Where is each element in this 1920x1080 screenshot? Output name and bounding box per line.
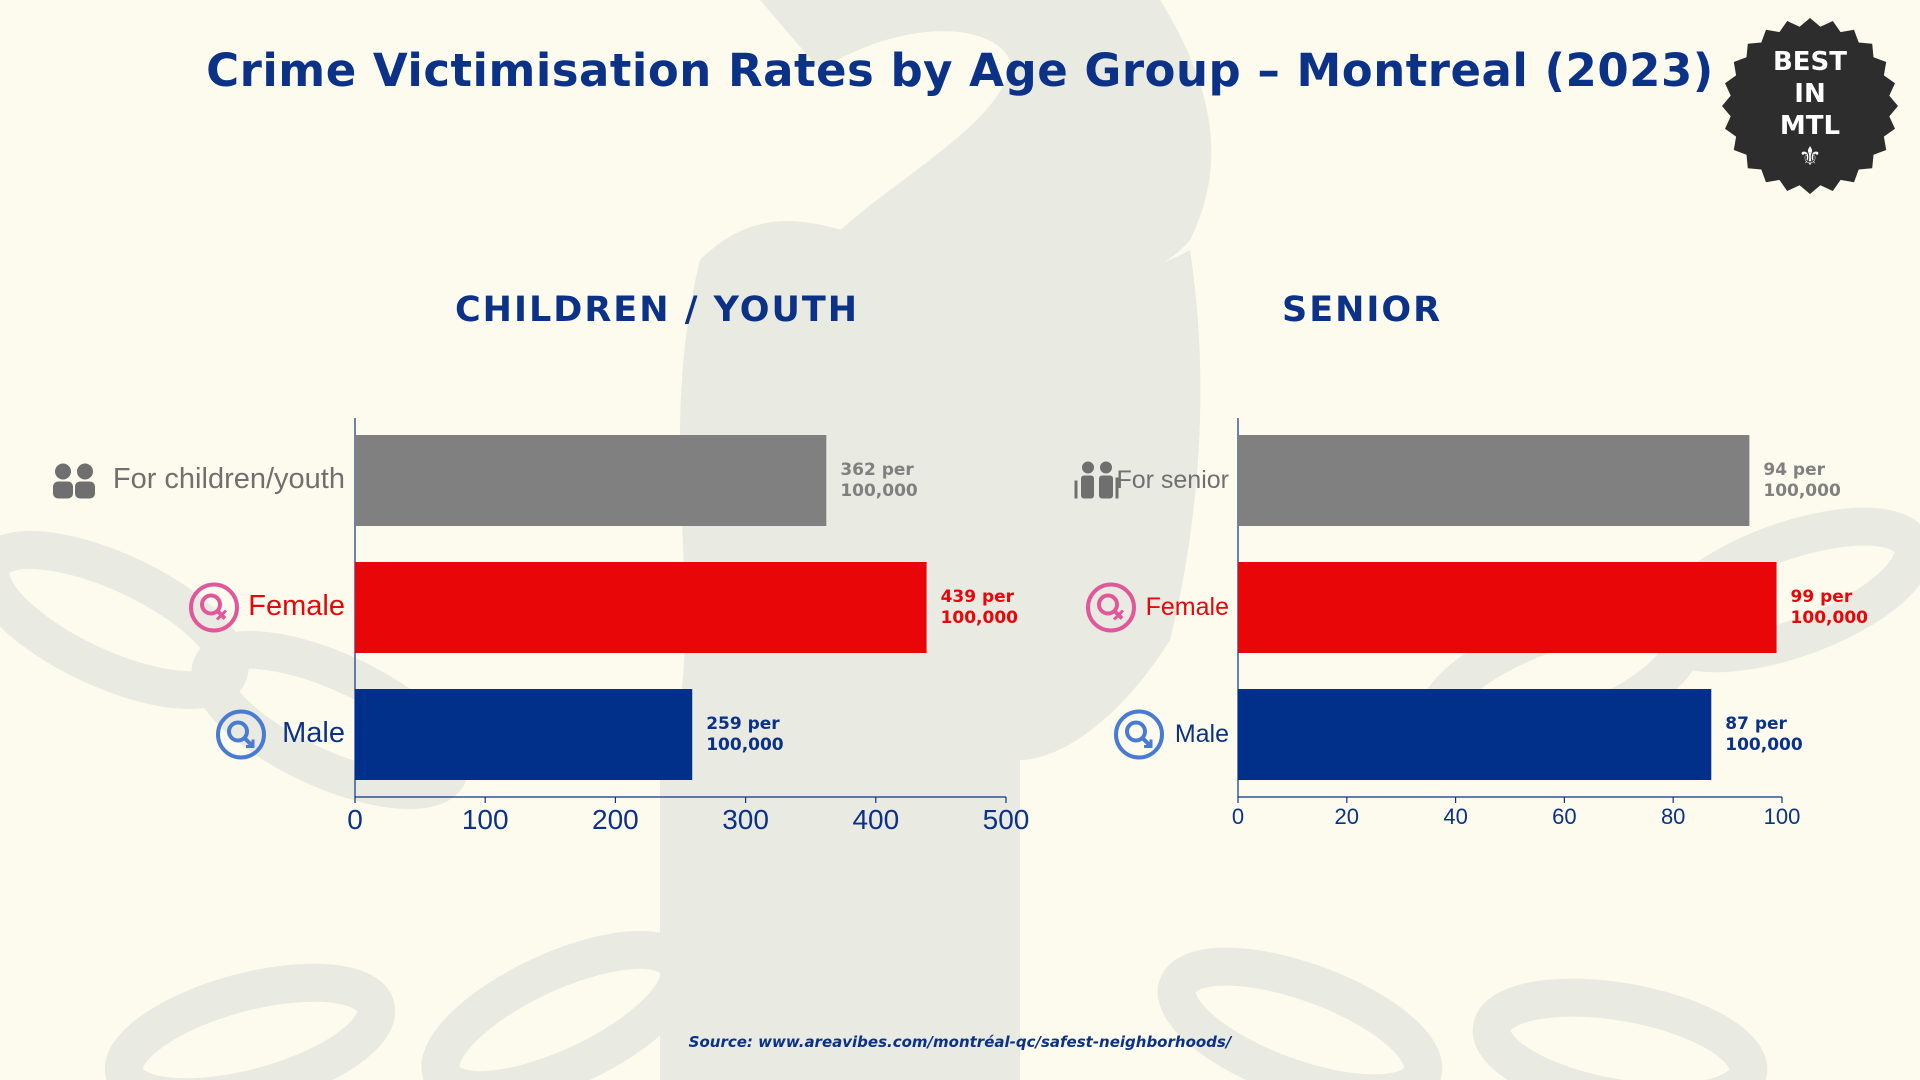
badge-line-1: IN (1794, 79, 1826, 109)
category-label: For senior (1116, 465, 1229, 494)
bar-value-label: 94 per 100,000 (1763, 459, 1841, 501)
x-tick-label: 80 (1660, 804, 1686, 829)
bar-male (1238, 689, 1712, 780)
badge-seal-icon (1722, 18, 1898, 194)
badge-text: BEST IN MTL ⚜ (1720, 46, 1900, 172)
children-icon (53, 463, 95, 499)
category-label: Female (248, 590, 345, 623)
badge-line-0: BEST (1772, 47, 1848, 77)
x-tick-label: 400 (852, 804, 900, 835)
category-label: Male (1174, 719, 1229, 748)
x-tick-label: 0 (347, 804, 363, 835)
x-tick-label: 100 (461, 804, 509, 835)
x-tick-label: 200 (592, 804, 639, 835)
chart-0 (53, 418, 1007, 803)
category-label: Male (282, 717, 345, 750)
x-tick-label: 60 (1552, 804, 1577, 829)
x-tick-label: 20 (1334, 804, 1360, 829)
female-symbol-icon (1086, 582, 1136, 633)
bar-total (1238, 435, 1750, 526)
x-tick-label: 0 (1231, 804, 1245, 829)
category-label: Female (1145, 592, 1229, 621)
x-tick-label: 500 (982, 804, 1030, 835)
page-title: Crime Victimisation Rates by Age Group –… (206, 44, 1714, 97)
senior-couple-icon (1074, 461, 1119, 499)
badge-line-2: MTL (1779, 111, 1841, 141)
bar-value-label: 259 per 100,000 (706, 713, 784, 755)
chart-1 (1074, 418, 1783, 803)
category-label: For children/youth (112, 463, 345, 496)
bar-value-label: 362 per 100,000 (840, 459, 918, 501)
bar-value-label: 439 per 100,000 (940, 586, 1018, 628)
bar-value-label: 87 per 100,000 (1725, 713, 1803, 755)
panel-title-children: CHILDREN / YOUTH (455, 290, 860, 330)
bar-total (355, 435, 827, 526)
x-tick-label: 300 (722, 804, 769, 835)
bar-female (1238, 562, 1777, 653)
bar-male (355, 689, 693, 780)
x-tick-label: 40 (1443, 804, 1468, 829)
badge-label: BEST IN MTL (1720, 46, 1900, 142)
panel-title-senior: SENIOR (1282, 290, 1443, 330)
female-symbol-icon (189, 582, 239, 633)
male-symbol-icon (1114, 709, 1164, 760)
male-symbol-icon (216, 709, 266, 760)
bar-value-label: 99 per 100,000 (1790, 586, 1868, 628)
x-tick-label: 100 (1763, 804, 1801, 829)
bar-female (355, 562, 927, 653)
source-note: Source: www.areavibes.com/montréal-qc/sa… (688, 1033, 1232, 1051)
fleur-de-lis-icon: ⚜ (1798, 142, 1822, 172)
